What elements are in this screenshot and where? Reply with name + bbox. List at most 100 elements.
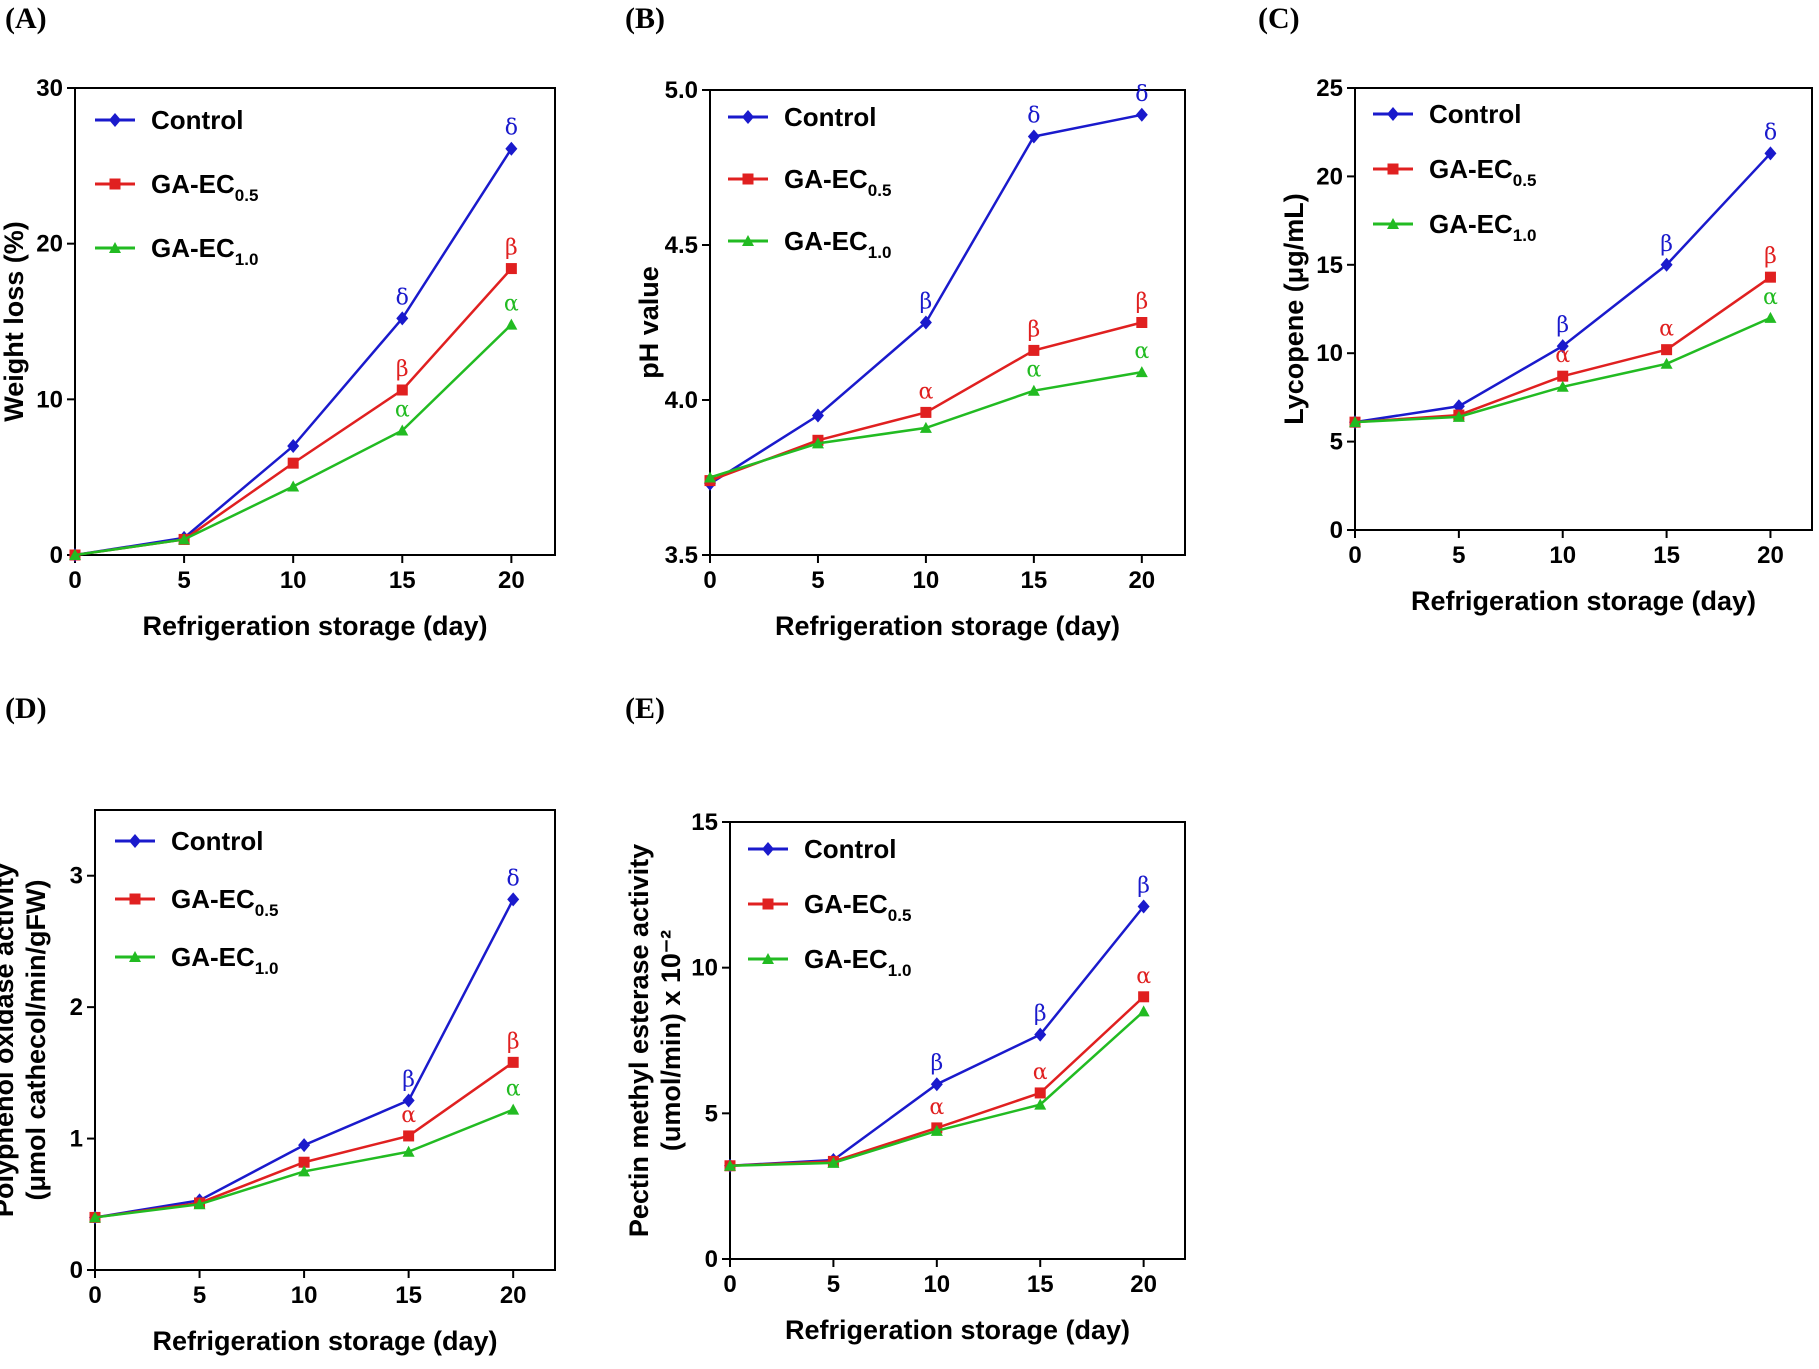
legend-label-main: Control <box>804 834 896 864</box>
panel-e-ytick-label: 5 <box>705 1100 718 1127</box>
panel-b-ytick-label: 5.0 <box>665 77 698 104</box>
legend-label-main: GA-EC <box>151 233 235 263</box>
panel-a-point-ga-ec-1-0 <box>178 533 191 545</box>
panel-c-significance-label: α <box>1659 317 1674 342</box>
panel-b-point-ga-ec-1-0 <box>704 471 716 483</box>
panel-e-significance-label: β <box>1034 1002 1047 1027</box>
panel-d-significance-label: β <box>507 1029 520 1054</box>
panel-e-significance-label: β <box>930 1051 943 1076</box>
panel-c-letter: (C) <box>1258 2 1300 35</box>
legend-marker-control <box>129 834 141 848</box>
legend-label-main: GA-EC <box>1429 154 1513 184</box>
panel-c-ytick-label: 5 <box>1330 429 1343 456</box>
panel-e-significance-label: α <box>1136 964 1151 989</box>
panel-c-point-ga-ec-1-0 <box>1556 380 1569 392</box>
panel-c-x-axis-title: Refrigeration storage (day) <box>1411 586 1756 616</box>
panel-a-point-ga-ec-0-5 <box>396 384 408 396</box>
panel-a-xtick-label: 5 <box>177 567 190 594</box>
panel-c-y-axis-title: Lycopene (μg/mL) <box>1279 193 1309 425</box>
panel-a-significance-label: β <box>396 357 409 382</box>
panel-e-point-ga-ec-0-5 <box>1138 991 1150 1003</box>
panel-d-xtick-label: 0 <box>88 1282 101 1309</box>
legend-label-subscript: 0.5 <box>1513 171 1537 190</box>
legend-label-main: Control <box>171 826 263 856</box>
panel-c-significance-label: β <box>1660 232 1673 257</box>
panel-d-xtick-label: 20 <box>500 1282 527 1309</box>
panel-a-xtick-label: 10 <box>280 567 307 594</box>
panel-b-significance-label: δ <box>1027 104 1040 129</box>
panel-e-point-ga-ec-0-5 <box>1034 1087 1046 1099</box>
legend-marker-ga-ec-0-5 <box>762 898 774 910</box>
legend-label-subscript: 1.0 <box>888 961 912 980</box>
panel-b-point-control <box>1027 129 1040 144</box>
panel-b-plot-frame <box>709 89 1186 556</box>
panel-e-y-axis-title: Pectin methyl esterase activity <box>624 844 654 1237</box>
panel-b-xtick-label: 0 <box>703 567 716 594</box>
legend-label-main: GA-EC <box>784 164 868 194</box>
legend-label-control: Control <box>151 105 243 135</box>
panel-b-point-ga-ec-0-5 <box>920 406 932 418</box>
legend-marker-ga-ec-1-0 <box>1387 218 1399 229</box>
panel-d-point-ga-ec-1-0 <box>402 1145 415 1157</box>
panel-e-series-ga-ec-1-0 <box>724 1005 1150 1171</box>
panel-b-significance-label: β <box>1028 317 1041 342</box>
panel-e-plot-frame <box>729 821 1186 1260</box>
legend-label-main: GA-EC <box>804 944 888 974</box>
panel-e-point-ga-ec-1-0 <box>827 1156 840 1168</box>
panel-e-significance-label: α <box>1033 1060 1048 1085</box>
legend-marker-ga-ec-1-0 <box>129 951 141 962</box>
panel-a-point-ga-ec-1-0 <box>505 318 518 330</box>
legend-label-subscript: 0.5 <box>255 901 279 920</box>
panel-d-series-ga-ec-0-5: αβ <box>89 1029 520 1223</box>
panel-b-x-axis-title: Refrigeration storage (day) <box>775 611 1120 641</box>
legend-label-subscript: 1.0 <box>255 959 279 978</box>
legend-label-ga-ec-0-5: GA-EC0.5 <box>1429 154 1536 190</box>
panel-b-point-control <box>1135 107 1148 122</box>
panel-d-significance-label: β <box>402 1067 415 1092</box>
panel-a-xtick-label: 15 <box>389 567 416 594</box>
panel-b-point-ga-ec-0-5 <box>1136 317 1148 328</box>
panel-b-point-ga-ec-0-5 <box>1028 344 1040 356</box>
panel-b-significance-label: α <box>918 379 933 404</box>
panel-e-point-control <box>1034 1027 1047 1042</box>
panel-a-y-axis-title: Weight loss (%) <box>0 221 29 422</box>
panel-d-point-ga-ec-0-5 <box>507 1056 519 1068</box>
legend-label-subscript: 0.5 <box>235 186 259 205</box>
panel-d-xtick-label: 5 <box>193 1282 206 1309</box>
panel-d-xtick-label: 15 <box>395 1282 422 1309</box>
panel-d-x-axis-title: Refrigeration storage (day) <box>152 1326 497 1356</box>
panel-a-point-control <box>505 141 518 156</box>
panel-c-point-ga-ec-0-5 <box>1557 370 1569 382</box>
panel-d-point-ga-ec-0-5 <box>403 1130 415 1142</box>
panel-a-x-axis-title: Refrigeration storage (day) <box>142 611 487 641</box>
panel-a-letter: (A) <box>5 2 47 35</box>
panel-c-ytick-label: 20 <box>1316 163 1343 190</box>
legend-label-subscript: 1.0 <box>868 243 892 262</box>
legend-marker-ga-ec-1-0 <box>762 953 774 964</box>
panel-a-significance-label: α <box>395 397 410 422</box>
legend-label-ga-ec-1-0: GA-EC1.0 <box>784 226 891 262</box>
panel-c-significance-label: β <box>1764 244 1777 269</box>
panel-d-point-control <box>298 1138 311 1153</box>
panel-b-significance-label: β <box>1135 290 1148 315</box>
legend-marker-ga-ec-0-5 <box>109 178 121 190</box>
legend-label-main: GA-EC <box>1429 209 1513 239</box>
legend-label-main: GA-EC <box>784 226 868 256</box>
panel-e-ytick-label: 10 <box>691 955 718 982</box>
panel-d-point-ga-ec-1-0 <box>193 1198 206 1210</box>
panel-c-point-ga-ec-1-0 <box>1764 311 1777 323</box>
panel-b-significance-label: δ <box>1135 82 1148 107</box>
panel-a-point-ga-ec-0-5 <box>287 457 299 469</box>
panel-e-ytick-label: 15 <box>691 809 718 836</box>
legend-label-subscript: 1.0 <box>1513 226 1537 245</box>
panel-c-xtick-label: 15 <box>1653 542 1680 569</box>
panel-c-xtick-label: 10 <box>1549 542 1576 569</box>
panel-b-letter: (B) <box>625 2 665 35</box>
legend-label-control: Control <box>784 102 876 132</box>
panel-a-xtick-label: 20 <box>498 567 525 594</box>
panel-a-series-ga-ec-1-0: αα <box>69 292 519 560</box>
panel-a-line-control <box>74 148 513 557</box>
